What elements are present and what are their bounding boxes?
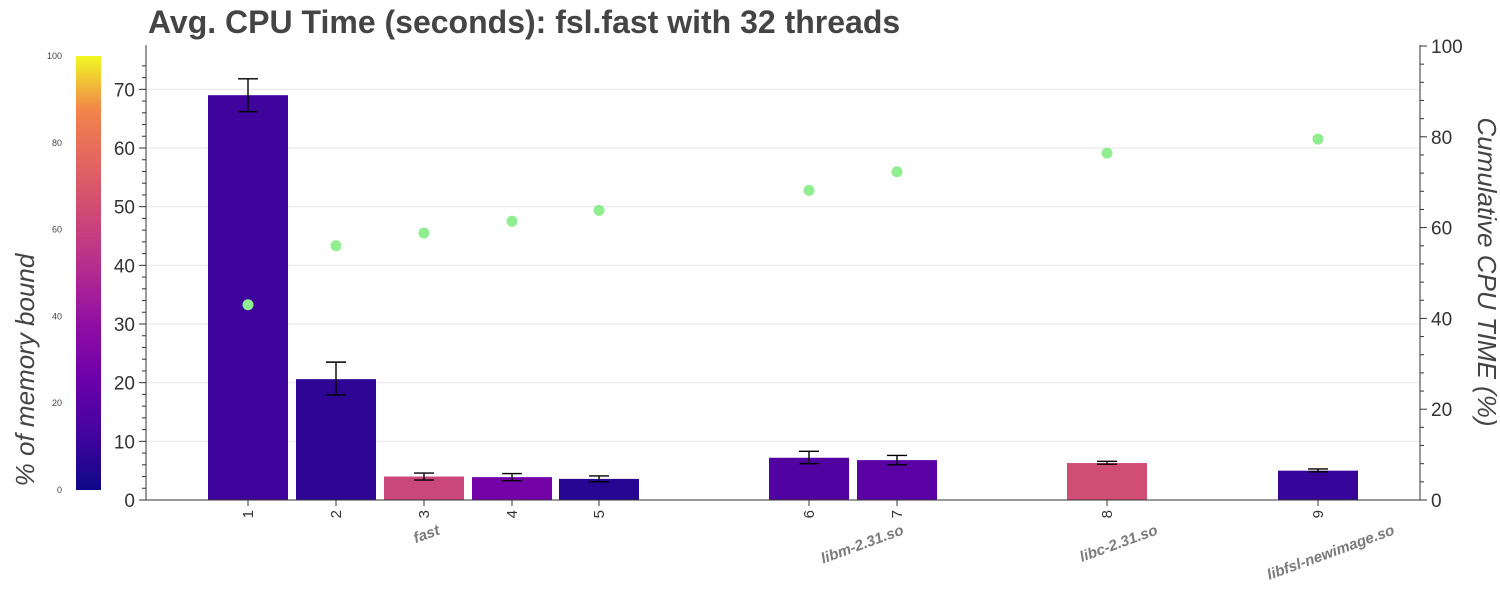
group-label: libfsl-newimage.so	[1265, 522, 1397, 584]
y2-tick-label: 100	[1431, 37, 1463, 58]
colorbar-title: % of memory bound	[10, 252, 40, 486]
cumulative-markers	[242, 133, 1324, 311]
y-tick-label: 70	[114, 80, 135, 101]
bar-3	[384, 476, 464, 500]
bar-6	[769, 457, 849, 500]
x-tick-label: 3	[416, 510, 433, 518]
bar-4	[472, 477, 552, 500]
x-tick-label: 2	[328, 510, 345, 518]
y-tick-label: 0	[124, 491, 135, 512]
x-tick-label: 4	[504, 510, 521, 518]
chart-title: Avg. CPU Time (seconds): fsl.fast with 3…	[148, 4, 900, 40]
x-tick-label: 6	[801, 510, 818, 518]
x-tick-label: 8	[1099, 510, 1116, 518]
cumulative-point-8	[1101, 147, 1113, 159]
bar-9	[1278, 470, 1358, 500]
cumulative-point-2	[330, 240, 342, 252]
bar-8	[1067, 463, 1147, 500]
bars	[208, 95, 1358, 500]
x-tick-label: 5	[591, 510, 608, 518]
y-tick-label: 40	[114, 256, 135, 277]
y-tick-label: 30	[114, 315, 135, 336]
x-tick-label: 1	[240, 510, 257, 518]
group-labels: fast libm-2.31.so libc-2.31.so libfsl-newim…	[411, 521, 1397, 583]
colorbar-tick-label: 100	[47, 51, 62, 61]
cumulative-point-1	[242, 299, 254, 311]
y2-tick-label: 20	[1431, 400, 1452, 421]
colorbar-tick-label: 0	[57, 485, 62, 495]
group-label: libm-2.31.so	[819, 522, 906, 568]
bar-7	[857, 460, 937, 500]
x-axis-ticks: 1 2 3 4 5 6 7 8 9	[240, 500, 1327, 518]
cumulative-point-7	[891, 166, 903, 178]
colorbar-tick-label: 80	[52, 138, 62, 148]
group-label: libc-2.31.so	[1077, 522, 1160, 566]
y2-axis-ticks: 0 20 40 60 80 100	[1420, 37, 1463, 512]
y2-tick-label: 80	[1431, 128, 1452, 149]
y-tick-label: 60	[114, 139, 135, 160]
y-tick-label: 10	[114, 432, 135, 453]
bar-2	[296, 379, 376, 500]
y2-tick-label: 0	[1431, 491, 1442, 512]
colorbar-tick-label: 20	[52, 398, 62, 408]
cumulative-point-5	[593, 204, 605, 216]
error-bars	[238, 78, 1328, 483]
cumulative-point-3	[418, 227, 430, 239]
colorbar-tick-label: 60	[52, 225, 62, 235]
colorbar	[76, 56, 101, 490]
x-tick-label: 7	[889, 510, 906, 518]
x-tick-label: 9	[1310, 510, 1327, 518]
y2-tick-label: 60	[1431, 219, 1452, 240]
cumulative-point-6	[803, 184, 815, 196]
bar-5	[559, 478, 639, 500]
cumulative-point-9	[1312, 133, 1324, 145]
colorbar-tick-label: 40	[52, 311, 62, 321]
bar-1	[208, 95, 288, 500]
y-tick-label: 20	[114, 374, 135, 395]
y2-tick-label: 40	[1431, 309, 1452, 330]
y-axis-ticks: 0 10 20 30 40 50 60 70	[114, 65, 146, 512]
group-label: fast	[411, 521, 443, 546]
y-tick-label: 50	[114, 198, 135, 219]
cumulative-point-4	[506, 215, 518, 227]
colorbar-ticks: 0 20 40 60 80 100	[47, 51, 62, 495]
y2-axis-title: Cumulative CPU TIME (%)	[1472, 117, 1500, 426]
